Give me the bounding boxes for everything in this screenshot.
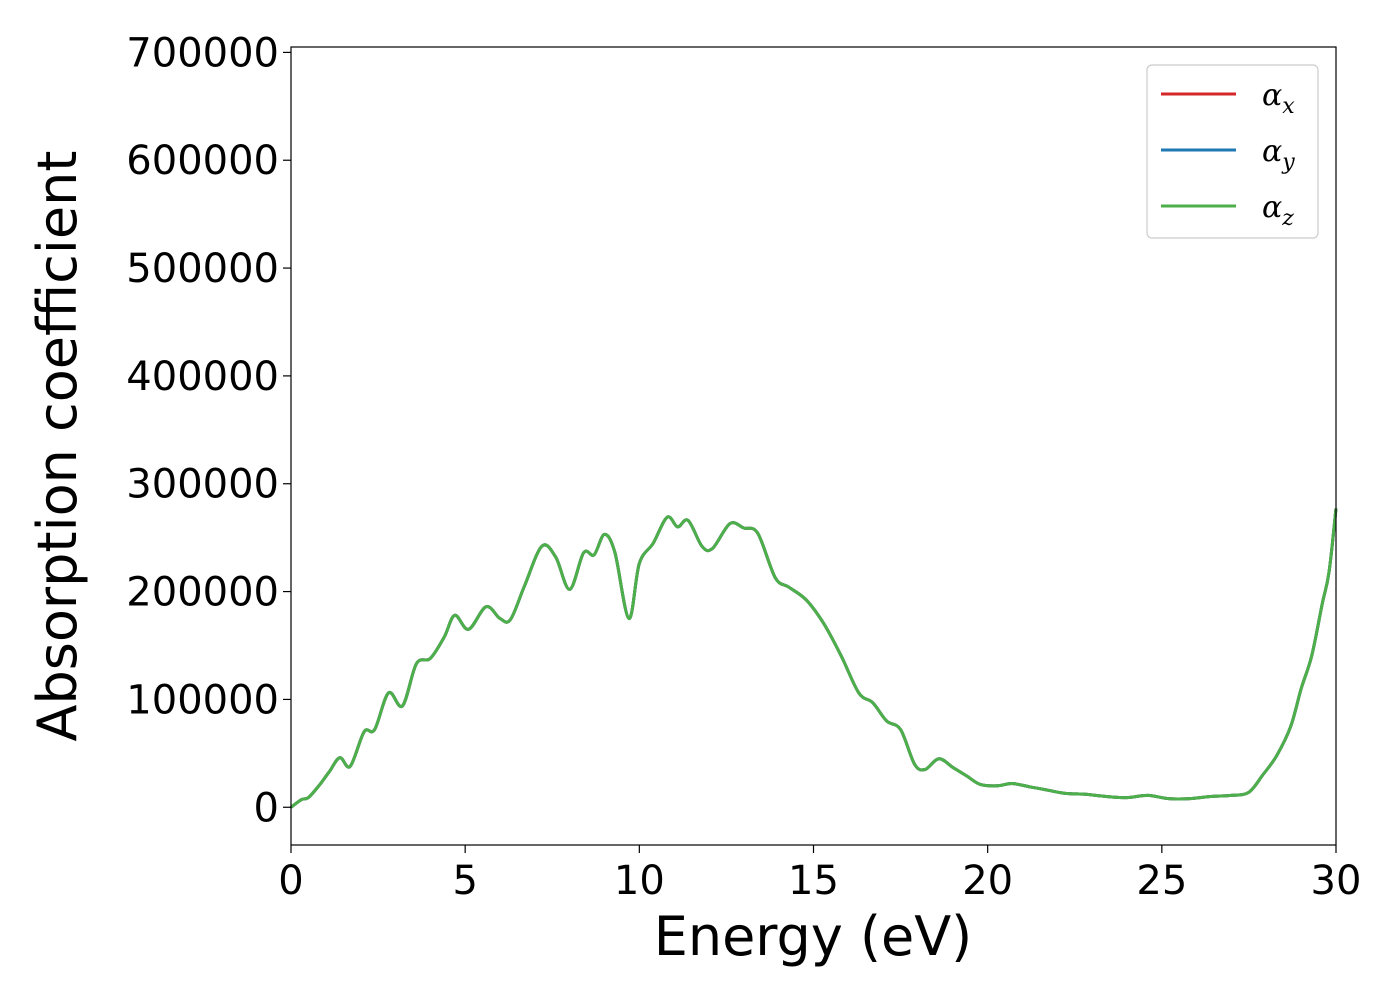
y-tick-label: 500000	[126, 246, 279, 292]
x-axis-label: Energy (eV)	[654, 905, 973, 968]
y-axis: 0 100000 200000 300000 400000 500000 600000 700…	[126, 30, 291, 831]
legend-label-y: αy	[1262, 134, 1295, 175]
x-tick-label: 25	[1136, 858, 1187, 904]
y-tick-label: 300000	[126, 462, 279, 508]
y-tick-label: 700000	[126, 30, 279, 76]
series-line-1	[290, 508, 1338, 809]
x-tick-label: 15	[788, 858, 839, 904]
series-line-0	[290, 508, 1338, 809]
y-tick-label: 600000	[126, 138, 279, 184]
x-axis: 0 5 10 15 20 25 30	[278, 845, 1361, 904]
series-layer	[290, 508, 1338, 809]
y-tick-label: 0	[254, 785, 279, 831]
x-tick-label: 30	[1311, 858, 1362, 904]
x-tick-label: 0	[278, 858, 303, 904]
y-tick-label: 200000	[126, 570, 279, 616]
y-tick-label: 400000	[126, 354, 279, 400]
y-tick-label: 100000	[126, 677, 279, 723]
series-line-2	[290, 508, 1338, 809]
y-axis-label: Absorption coefficient	[26, 151, 89, 742]
legend: αx αy αz	[1146, 64, 1319, 239]
x-tick-label: 20	[962, 858, 1013, 904]
legend-label-x: αx	[1262, 78, 1295, 119]
x-tick-label: 5	[452, 858, 477, 904]
x-tick-label: 10	[614, 858, 665, 904]
legend-label-z: αz	[1262, 190, 1294, 231]
